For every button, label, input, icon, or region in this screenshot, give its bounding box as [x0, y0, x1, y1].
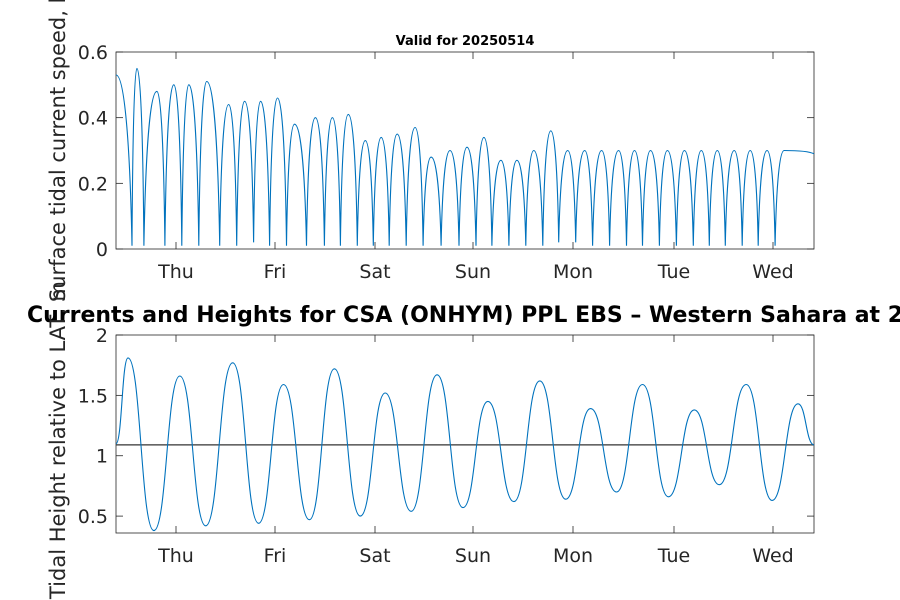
x-tick-label: Sun: [455, 545, 491, 567]
x-tick-label: Thu: [157, 261, 194, 283]
top-chart-title: Valid for 20250514: [396, 34, 535, 49]
current-speed-panel: Valid for 20250514 Thu Fri Sat Sun Mon Tue Wed…: [78, 34, 815, 283]
y-tick-label: 0.5: [78, 506, 108, 528]
y-tick-label: 0.4: [78, 108, 108, 130]
x-tick-label: Tue: [657, 261, 690, 283]
x-tick-label: Wed: [752, 261, 793, 283]
x-tick-label: Fri: [264, 545, 287, 567]
x-tick-label: Fri: [264, 261, 287, 283]
tidal-height-series: [115, 357, 815, 532]
main-chart-title: Currents and Heights for CSA (ONHYM) PPL…: [27, 303, 900, 328]
y-tick-label: 0: [96, 239, 108, 261]
current-speed-series: [115, 67, 815, 246]
tidal-height-panel: Thu Fri Sat Sun Mon Tue Wed 0.5 1 1.5 2: [78, 325, 815, 567]
x-tick-label: Sat: [359, 545, 390, 567]
bottom-y-axis-label: Tidal Height relative to LAT, m: [46, 281, 70, 600]
top-y-axis-label: Surface tidal current speed, kn: [46, 0, 70, 302]
x-tick-label: Mon: [553, 545, 593, 567]
y-tick-label: 0.2: [78, 173, 108, 195]
x-tick-label: Tue: [657, 545, 690, 567]
x-tick-label: Mon: [553, 261, 593, 283]
x-tick-label: Wed: [752, 545, 793, 567]
y-tick-label: 1: [96, 446, 108, 468]
bottom-axis-ticks: Thu Fri Sat Sun Mon Tue Wed 0.5 1 1.5 2: [78, 325, 814, 567]
y-tick-label: 1.5: [78, 385, 108, 407]
y-tick-label: 2: [96, 325, 108, 347]
x-tick-label: Sun: [455, 261, 491, 283]
y-tick-label: 0.6: [78, 42, 108, 64]
x-tick-label: Thu: [157, 545, 194, 567]
x-tick-label: Sat: [359, 261, 390, 283]
top-axis-ticks: Thu Fri Sat Sun Mon Tue Wed 0 0.2 0.4 0.6: [78, 42, 814, 283]
bottom-plot-area: [115, 334, 815, 534]
